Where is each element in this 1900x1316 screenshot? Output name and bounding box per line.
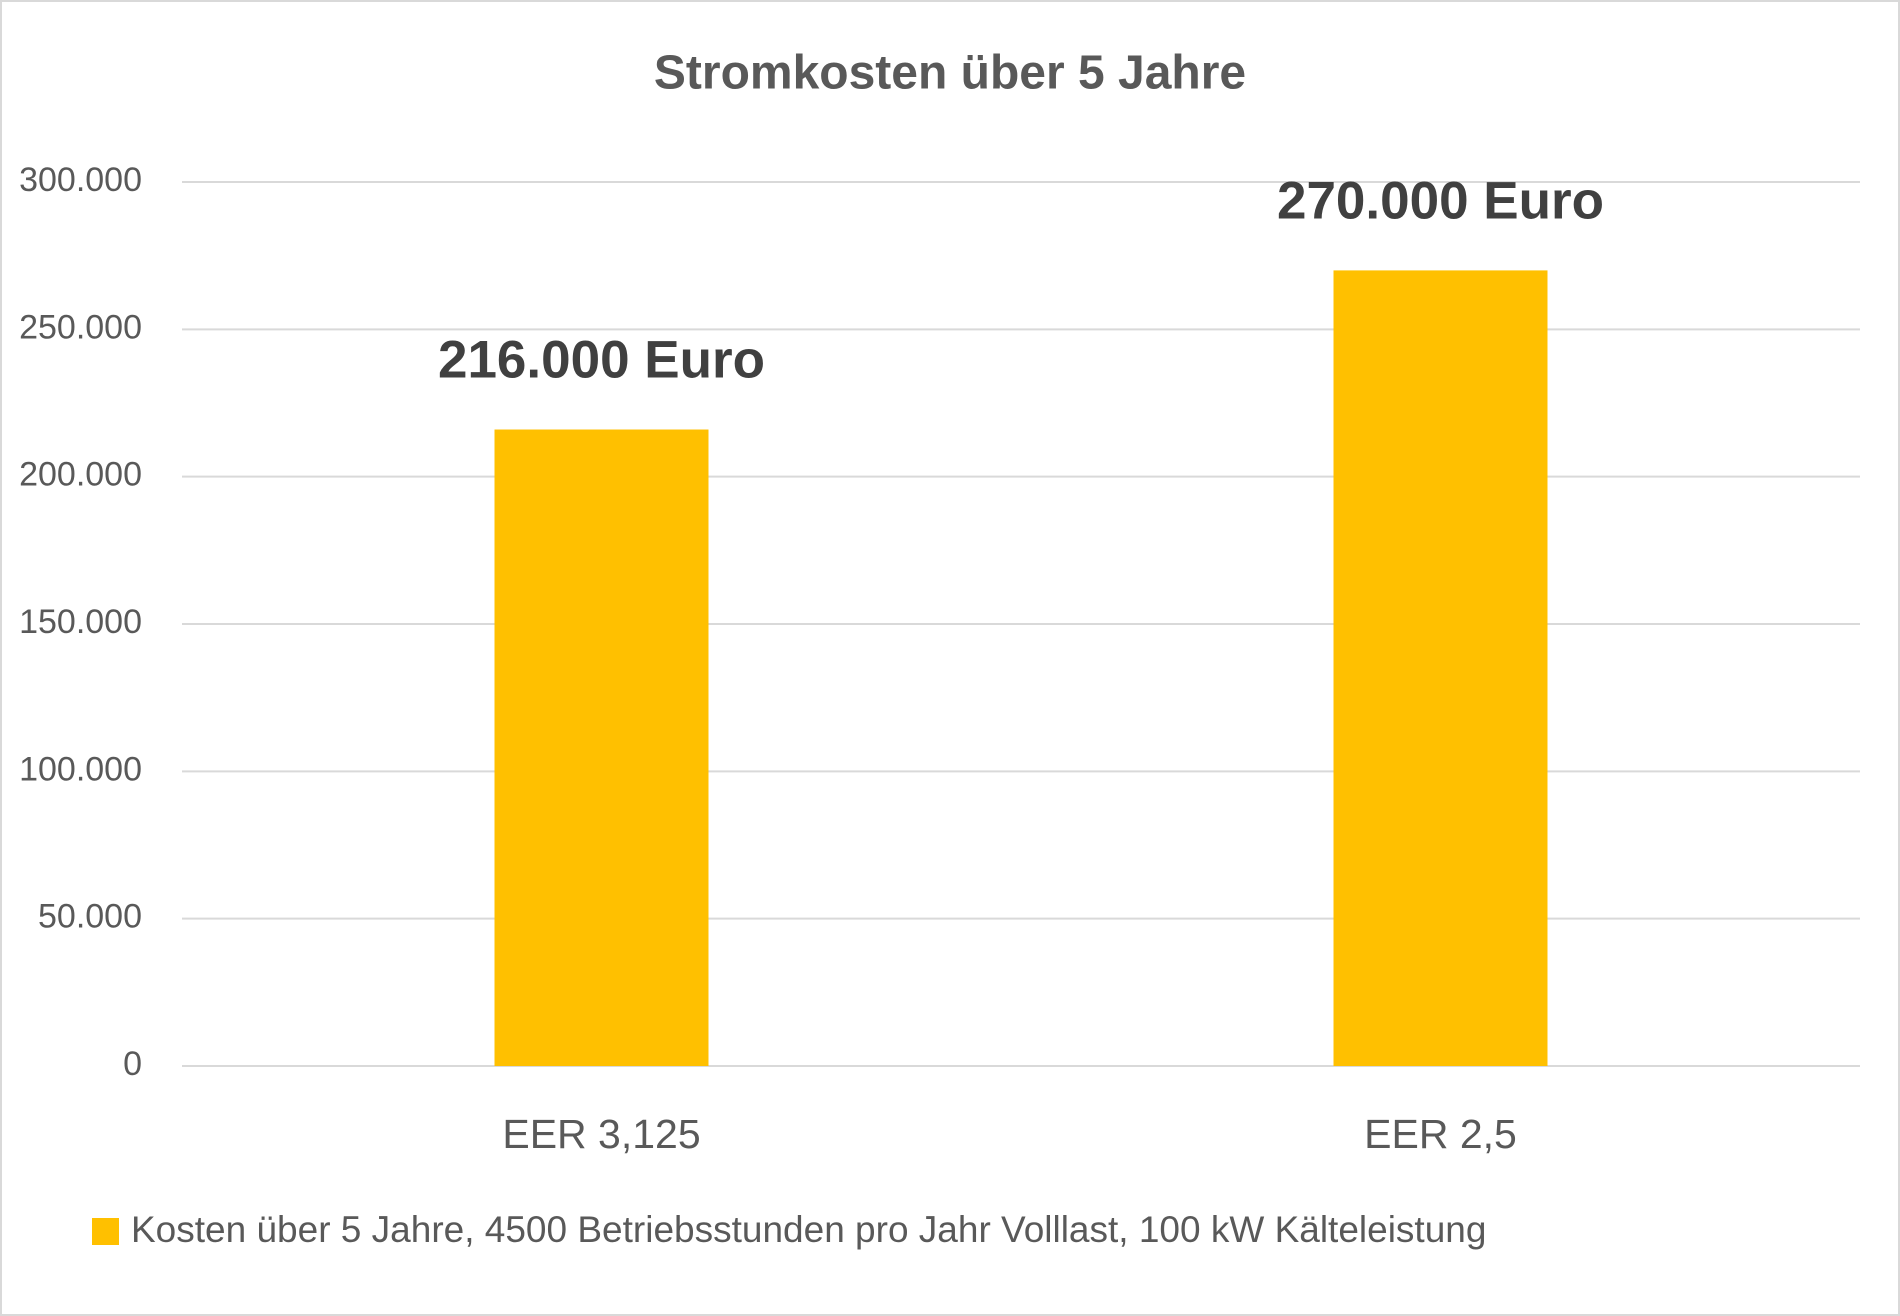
data-label: 216.000 Euro <box>438 331 765 390</box>
bar <box>1333 270 1548 1066</box>
chart-title: Stromkosten über 5 Jahre <box>654 47 1246 100</box>
y-tick-label: 250.000 <box>19 308 142 346</box>
data-label: 270.000 Euro <box>1277 171 1604 230</box>
x-tick-label: EER 3,125 <box>502 1111 700 1157</box>
y-tick-label: 50.000 <box>38 898 142 936</box>
y-tick-label: 200.000 <box>19 456 142 494</box>
y-tick-label: 0 <box>123 1045 142 1083</box>
legend-label: Kosten über 5 Jahre, 4500 Betriebsstunde… <box>131 1209 1486 1250</box>
legend-swatch <box>92 1218 119 1245</box>
y-tick-label: 300.000 <box>19 161 142 199</box>
x-tick-label: EER 2,5 <box>1364 1111 1517 1157</box>
y-tick-label: 150.000 <box>19 603 142 641</box>
bar <box>494 429 709 1066</box>
y-tick-label: 100.000 <box>19 750 142 788</box>
